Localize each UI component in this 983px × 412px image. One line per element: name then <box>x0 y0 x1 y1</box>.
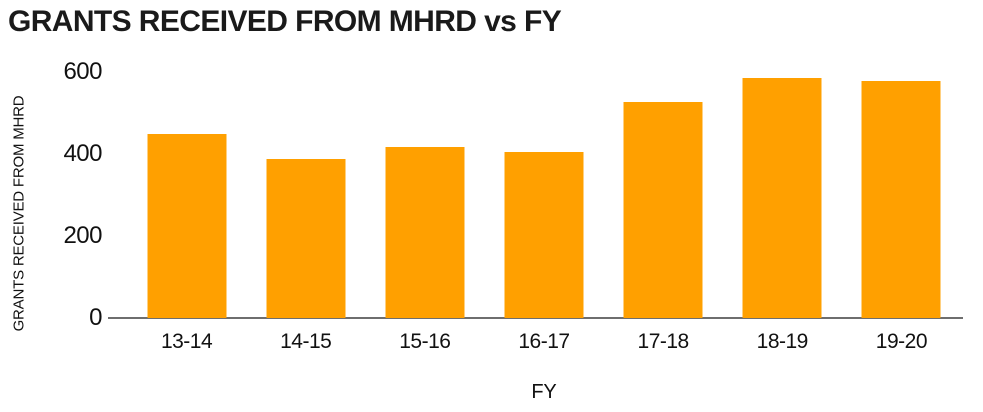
y-tick-label: 200 <box>63 222 102 249</box>
bar-17-18 <box>623 101 703 318</box>
x-tick-label: 18-19 <box>756 330 809 353</box>
bar-13-14 <box>147 134 227 318</box>
bar-slot <box>246 60 365 318</box>
bar-slot <box>842 60 961 318</box>
bar-19-20 <box>861 81 941 318</box>
x-tick-label: 16-17 <box>518 330 570 353</box>
x-tick-label: 15-16 <box>399 330 451 353</box>
bar-slot <box>365 60 484 318</box>
x-axis-tick-labels: 13-14 14-15 15-16 16-17 17-18 18-19 19-20 <box>127 330 961 354</box>
bar-slot <box>484 60 603 318</box>
x-tick-label: 19-20 <box>875 330 928 353</box>
bar-18-19 <box>742 78 822 318</box>
bar-14-15 <box>266 158 346 318</box>
bar-15-16 <box>385 146 465 318</box>
x-tick-label: 14-15 <box>280 330 332 353</box>
x-axis-title: FY <box>531 381 557 403</box>
plot-area <box>127 60 961 318</box>
x-tick-label: 17-18 <box>637 330 690 353</box>
chart-title: GRANTS RECEIVED FROM MHRD vs FY <box>8 5 562 38</box>
y-axis-title: GRANTS RECEIVED FROM MHRD <box>10 95 28 332</box>
x-tick-label: 13-14 <box>160 330 213 353</box>
bar-slot <box>127 60 246 318</box>
bar-16-17 <box>504 151 584 318</box>
bar-slot <box>604 60 723 318</box>
x-axis-baseline <box>108 317 963 319</box>
y-tick-label: 600 <box>63 58 102 85</box>
y-tick-label: 0 <box>89 304 102 331</box>
bar-slot <box>723 60 842 318</box>
y-tick-label: 400 <box>63 140 102 167</box>
